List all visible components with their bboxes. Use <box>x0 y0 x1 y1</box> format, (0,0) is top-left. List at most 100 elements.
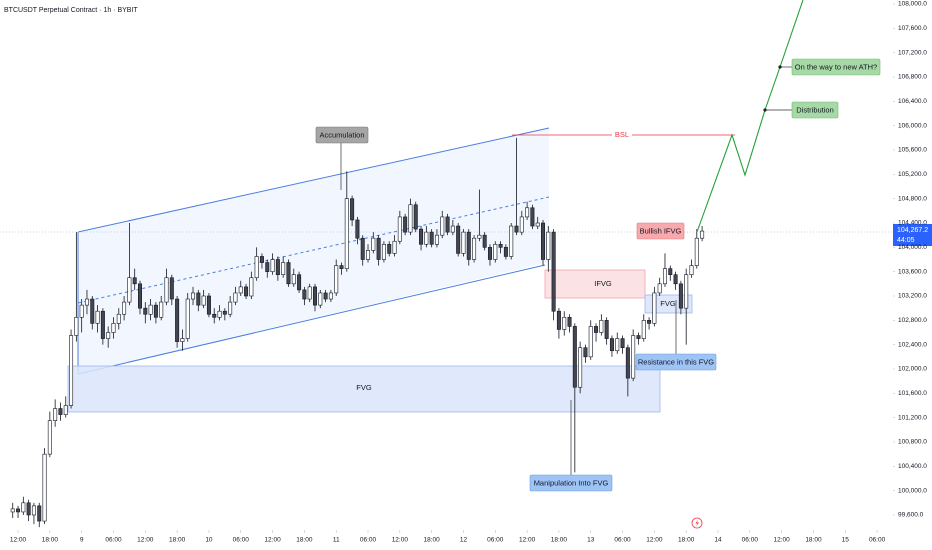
candle-body <box>270 259 275 272</box>
ath-box <box>791 58 881 76</box>
distribution-label: Distribution <box>796 105 834 114</box>
candle-body <box>578 347 583 388</box>
candle-body <box>694 237 699 266</box>
candle-body <box>69 335 74 406</box>
candle-body <box>599 320 604 333</box>
candle-body <box>217 310 222 318</box>
candle-body <box>429 231 434 245</box>
candle-body <box>84 298 89 306</box>
candle-body <box>106 332 111 339</box>
candle-body <box>609 338 614 352</box>
candle-body <box>58 408 63 415</box>
candle-body <box>175 298 180 342</box>
candle-body <box>233 292 238 303</box>
channel-upper <box>77 127 550 233</box>
x-tick-label: 9 <box>80 537 84 544</box>
y-tick-label: 101,200.0 <box>898 414 927 421</box>
accumulation-box <box>315 126 369 144</box>
candle-body <box>466 231 471 260</box>
candle-body <box>302 289 307 300</box>
candle-body <box>546 231 551 260</box>
resistance-label: Resistance in this FVG <box>638 357 714 366</box>
y-tick-label: 106,800.0 <box>898 74 927 81</box>
candle-body <box>530 207 535 227</box>
candle-body <box>291 274 296 285</box>
candle-body <box>456 225 461 254</box>
candle-body <box>366 250 371 260</box>
y-tick-label: 104,800.0 <box>898 195 927 202</box>
candle-body <box>535 222 540 227</box>
candle-body <box>594 326 599 333</box>
candle-body <box>413 204 418 230</box>
ath-label: On the way to new ATH? <box>795 62 877 71</box>
candle-body <box>281 262 286 276</box>
y-tick-label: 99,600.0 <box>898 512 924 519</box>
candle-body <box>647 320 652 324</box>
candle-body <box>153 304 158 318</box>
candle-body <box>588 326 593 358</box>
candle-body <box>397 216 402 242</box>
candle-body <box>434 234 439 245</box>
bsl-label: BSL <box>615 130 629 139</box>
candle-body <box>21 502 26 513</box>
candle-body <box>127 277 132 303</box>
x-tick-label: 06:00 <box>614 537 631 544</box>
x-tick-label: 18:00 <box>296 537 313 544</box>
candle-body <box>148 304 153 315</box>
candle-body <box>122 301 127 315</box>
bsl-bg <box>612 129 632 141</box>
price-tag-label: 104,267.2 <box>897 227 928 234</box>
candle-body <box>10 508 15 513</box>
y-tick-label: 104,400.0 <box>898 220 927 227</box>
candle-body <box>684 274 689 309</box>
x-tick-label: 18:00 <box>169 537 186 544</box>
candle-body <box>620 338 625 349</box>
candle-body <box>95 310 100 324</box>
x-tick-label: 06:00 <box>869 537 886 544</box>
fvg-label: FVG <box>356 383 372 392</box>
candle-body <box>498 243 503 248</box>
candle-body <box>514 225 519 233</box>
chart-title: BTCUSDT Perpetual Contract · 1h · BYBIT <box>4 7 138 14</box>
candle-body <box>631 335 636 379</box>
candle-body <box>350 198 355 221</box>
candle-body <box>371 237 376 251</box>
candle-body <box>307 286 312 300</box>
candle-body <box>180 338 185 342</box>
price-tag <box>893 224 932 246</box>
candle-body <box>556 310 561 330</box>
projection <box>696 0 804 233</box>
candle-body <box>355 219 360 239</box>
candle-body <box>100 310 105 339</box>
candle-body <box>42 453 47 522</box>
x-tick-label: 06:00 <box>742 537 759 544</box>
candle-body <box>360 237 365 260</box>
candle-body <box>53 408 58 421</box>
candle-body <box>26 502 31 516</box>
candle-body <box>318 292 323 306</box>
x-tick-label: 18:00 <box>805 537 822 544</box>
candle-body <box>551 231 556 312</box>
ifvg-label: IFVG <box>594 279 612 288</box>
x-tick-label: 12:00 <box>264 537 281 544</box>
candle-body <box>493 243 498 260</box>
y-tick-label: 105,200.0 <box>898 171 927 178</box>
candle-body <box>700 230 705 239</box>
y-tick-label: 104,000.0 <box>898 244 927 251</box>
candle-body <box>16 508 21 513</box>
y-tick-label: 100,400.0 <box>898 463 927 470</box>
candle-body <box>408 204 413 233</box>
event-icon-bolt <box>695 519 699 527</box>
candle-body <box>238 286 243 294</box>
candle-body <box>212 313 217 318</box>
x-tick-label: 06:00 <box>233 537 250 544</box>
x-tick-label: 12:00 <box>137 537 154 544</box>
x-tick-label: 18:00 <box>42 537 59 544</box>
candle-body <box>63 405 68 415</box>
candle-body <box>143 307 148 315</box>
candle-body <box>196 292 201 306</box>
candle-body <box>689 265 694 276</box>
candle-body <box>259 256 264 263</box>
candle-body <box>636 335 641 339</box>
